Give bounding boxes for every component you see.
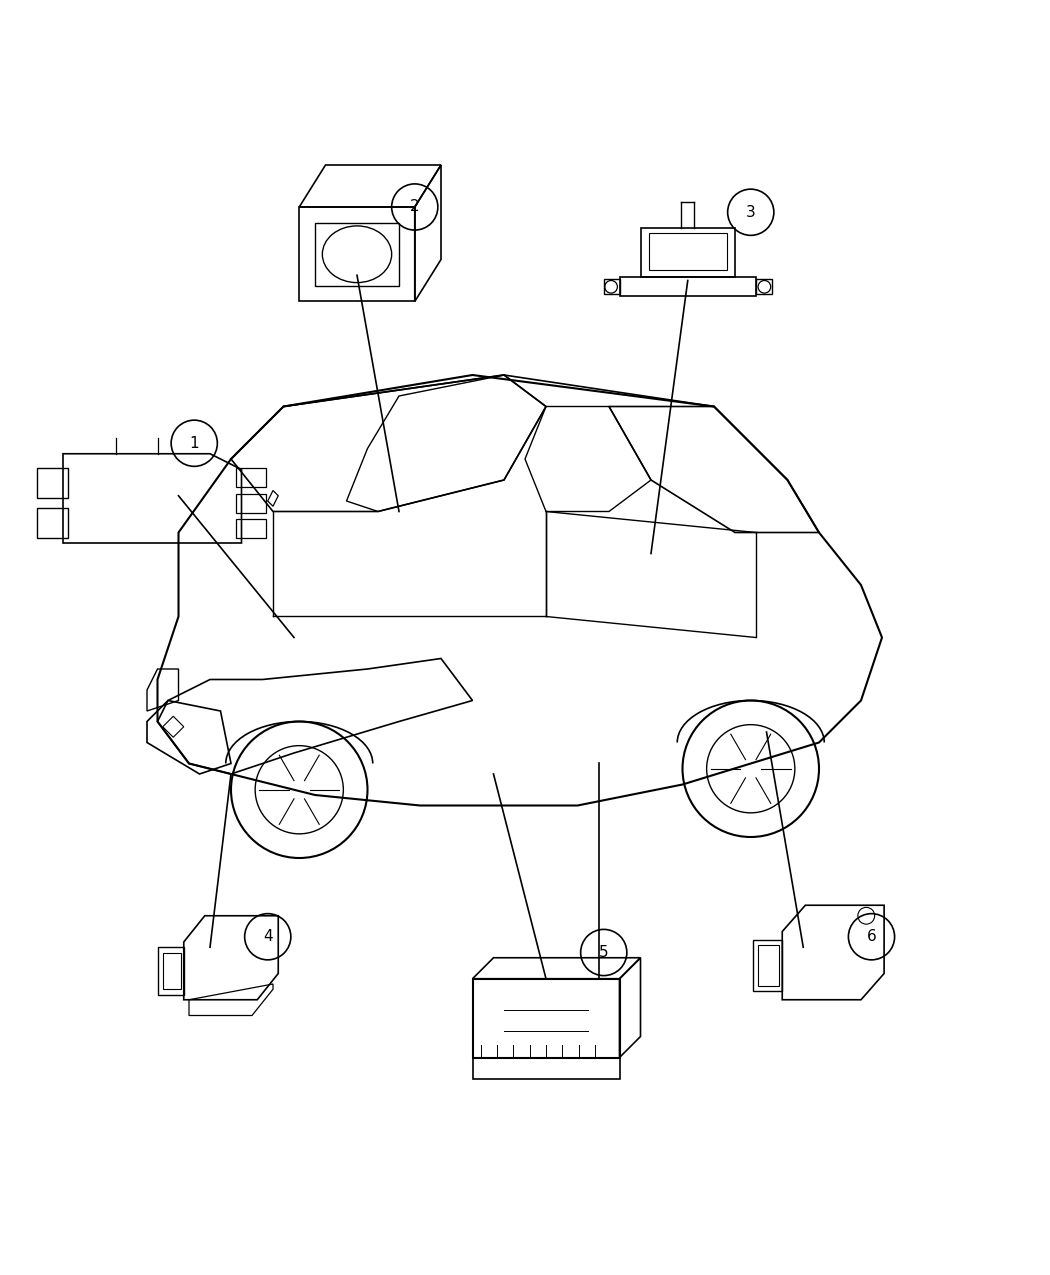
- Text: 2: 2: [410, 199, 420, 214]
- Text: 5: 5: [598, 945, 609, 960]
- Text: 6: 6: [866, 929, 877, 945]
- Text: 4: 4: [262, 929, 273, 945]
- Text: 1: 1: [189, 436, 200, 451]
- Text: 3: 3: [746, 205, 756, 219]
